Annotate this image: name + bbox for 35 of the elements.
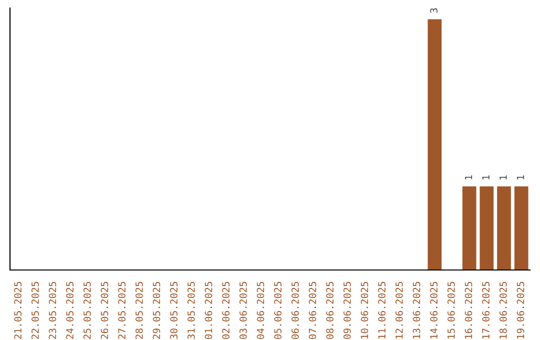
x-tick-label: 14.06.2025 [430, 282, 438, 338]
x-tick-label: 07.06.2025 [308, 282, 316, 340]
x-tick-label: 19.06.2025 [516, 282, 524, 338]
x-tick-label: 10.06.2025 [360, 282, 368, 338]
data-label: 3 [430, 8, 438, 13]
x-tick-label: 25.05.2025 [83, 282, 91, 339]
x-tick-label: 11.06.2025 [378, 282, 386, 338]
data-label: 1 [500, 175, 507, 180]
x-tick-label: 15.06.2025 [447, 282, 455, 338]
x-tick-label: 12.06.2025 [395, 282, 403, 338]
x-tick-label: 09.06.2025 [343, 282, 351, 340]
x-tick-label: 13.06.2025 [412, 282, 420, 338]
x-tick-label: 23.05.2025 [48, 282, 56, 339]
x-tick-label: 05.06.2025 [274, 282, 282, 340]
x-tick-label: 17.06.2025 [482, 282, 490, 338]
x-tick-label: 26.05.2025 [100, 282, 108, 339]
data-label: 1 [482, 175, 490, 180]
x-tick-label: 02.06.2025 [222, 282, 230, 340]
x-tick-label: 16.06.2025 [464, 282, 472, 338]
x-tick-label: 24.05.2025 [66, 282, 74, 339]
x-tick-label: 08.06.2025 [326, 282, 334, 340]
x-tick-label: 21.05.2025 [14, 282, 22, 339]
x-tick-label: 31.05.2025 [187, 282, 195, 339]
x-tick-label: 27.05.2025 [118, 282, 126, 339]
x-tick-label: 22.05.2025 [31, 282, 39, 339]
x-tick-label: 06.06.2025 [291, 282, 299, 340]
x-tick-label: 30.05.2025 [170, 282, 178, 339]
data-label: 1 [516, 175, 524, 180]
x-tick-label: 28.05.2025 [135, 282, 143, 339]
x-tick-label: 18.06.2025 [499, 282, 507, 338]
x-tick-label: 29.05.2025 [152, 282, 160, 339]
data-label: 1 [464, 175, 472, 180]
x-tick-label: 01.06.2025 [204, 282, 212, 340]
x-tick-label: 04.06.2025 [256, 282, 264, 340]
x-tick-label: 03.06.2025 [239, 282, 247, 340]
